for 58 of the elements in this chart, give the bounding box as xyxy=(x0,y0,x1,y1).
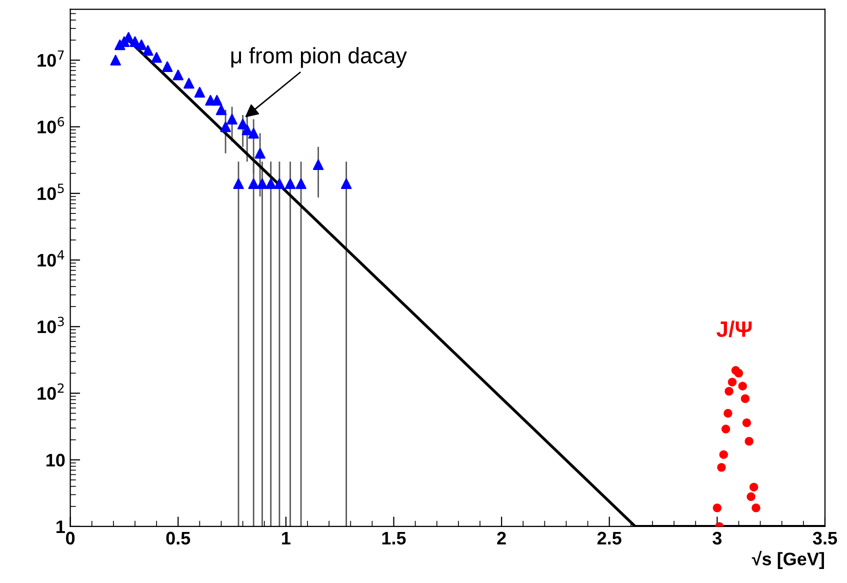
annotation: J/Ψ xyxy=(716,320,752,338)
point xyxy=(220,121,231,132)
x-tick-label: 0 xyxy=(66,532,75,545)
point xyxy=(752,504,760,512)
x-tick-label: 3.5 xyxy=(812,532,838,545)
point xyxy=(254,148,266,159)
annotation: μ from pion dacay xyxy=(231,47,407,68)
y-tick-label: 10 xyxy=(46,454,65,467)
point xyxy=(717,463,726,472)
point xyxy=(744,436,754,446)
point xyxy=(284,178,296,190)
y-tick-label: 10$^{5}$ xyxy=(38,184,64,200)
x-tick-label: 2 xyxy=(497,532,506,544)
point xyxy=(721,424,730,434)
x-tick-label: 1.5 xyxy=(382,532,406,545)
point xyxy=(194,86,206,98)
point xyxy=(340,178,352,190)
point xyxy=(162,61,173,72)
point xyxy=(212,94,222,106)
point xyxy=(226,114,238,125)
point xyxy=(296,178,306,190)
point xyxy=(749,482,758,492)
point xyxy=(216,104,227,116)
point xyxy=(248,128,259,139)
x-tick-label: 0.5 xyxy=(166,532,190,545)
point xyxy=(110,54,121,66)
point xyxy=(719,450,728,459)
point xyxy=(172,70,184,80)
x-tick-label: 3 xyxy=(712,532,722,545)
x-tick-label: 1 xyxy=(282,532,290,544)
point xyxy=(734,368,744,378)
point xyxy=(136,39,147,50)
point xyxy=(265,178,276,190)
point xyxy=(738,382,747,390)
x-axis-title: √s [GeV] xyxy=(752,550,824,569)
y-tick-label: 10$^{2}$ xyxy=(38,383,64,400)
point xyxy=(184,78,194,89)
point xyxy=(724,386,734,396)
y-tick-label: 10$^{7}$ xyxy=(38,50,64,67)
point xyxy=(248,178,259,190)
x-tick-label: 2.5 xyxy=(597,532,622,545)
point xyxy=(151,52,162,63)
point xyxy=(233,178,244,190)
y-tick-label: 10$^{6}$ xyxy=(38,116,64,134)
y-tick-label: 1 xyxy=(56,520,65,533)
point xyxy=(256,178,268,190)
point xyxy=(274,178,285,190)
point xyxy=(728,378,737,386)
point xyxy=(746,492,756,502)
y-tick-label: 10$^{4}$ xyxy=(38,250,64,267)
point xyxy=(712,504,722,512)
y-tick-label: 10$^{3}$ xyxy=(38,316,64,334)
point xyxy=(724,408,732,418)
point xyxy=(740,394,750,403)
point xyxy=(312,159,324,170)
point xyxy=(742,418,752,428)
point xyxy=(142,45,154,56)
point xyxy=(130,36,140,47)
